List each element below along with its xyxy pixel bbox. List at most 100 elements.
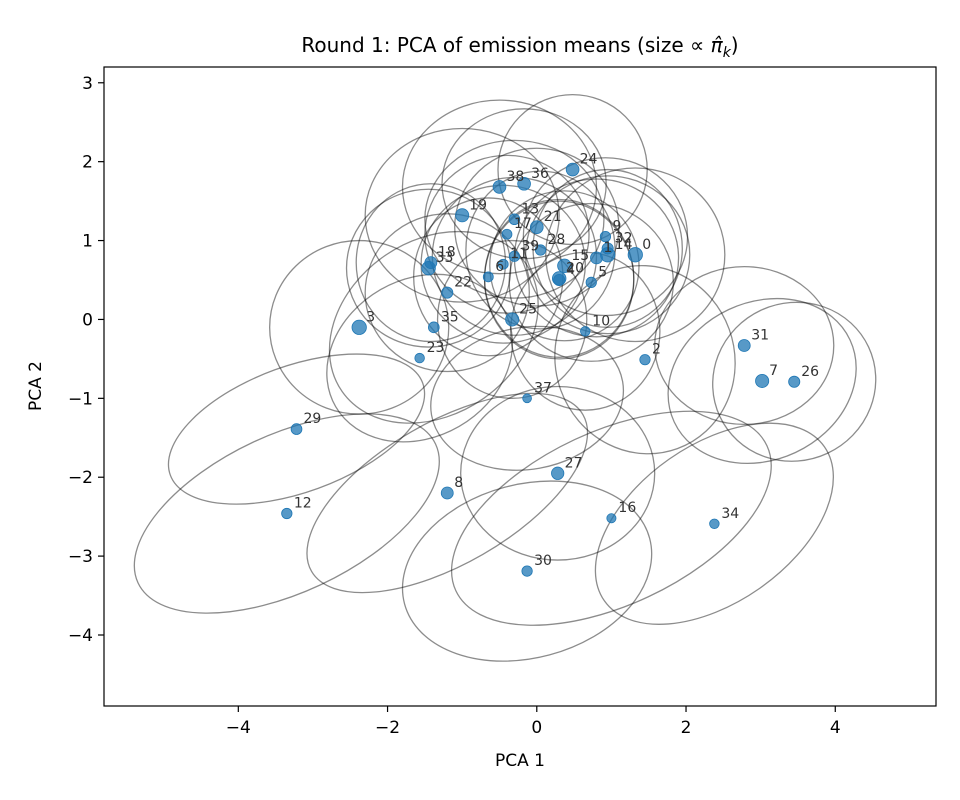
chart-title: Round 1: PCA of emission means (size ∝ π… [301, 33, 738, 61]
point-label-25: 25 [519, 301, 537, 317]
point-label-19: 19 [469, 197, 487, 213]
component-ellipse-21 [454, 147, 620, 307]
data-point-37 [522, 393, 532, 404]
point-layer [281, 162, 801, 577]
component-ellipse-8 [306, 392, 589, 594]
data-point-24 [565, 162, 580, 177]
point-label-29: 29 [304, 411, 322, 427]
x-tick-label: −2 [375, 718, 400, 738]
point-label-18: 18 [438, 245, 456, 261]
point-label-3: 3 [366, 309, 375, 325]
point-label-4: 4 [566, 262, 575, 278]
data-point-31 [737, 339, 751, 352]
component-ellipse-14 [524, 175, 691, 335]
data-point-34 [709, 518, 720, 529]
data-point-39 [508, 250, 521, 262]
component-ellipse-13 [424, 139, 605, 299]
data-point-32 [601, 242, 614, 255]
data-point-19 [455, 208, 470, 223]
data-point-26 [788, 375, 801, 388]
component-ellipse-19 [364, 127, 560, 303]
point-label-22: 22 [454, 275, 472, 291]
data-point-30 [521, 565, 533, 577]
point-label-39: 39 [521, 238, 539, 254]
component-ellipse-33 [345, 188, 512, 348]
point-label-27: 27 [565, 455, 583, 471]
point-label-32: 32 [615, 230, 633, 246]
point-label-33: 33 [436, 250, 454, 266]
component-ellipse-32 [532, 168, 683, 328]
data-point-35 [428, 321, 440, 334]
point-label-7: 7 [769, 363, 778, 379]
x-axis-ticks: −4 −2 0 2 4 [226, 706, 841, 738]
component-ellipse-34 [594, 422, 834, 625]
point-label-37: 37 [534, 380, 552, 396]
component-ellipse-25 [436, 239, 588, 399]
component-ellipse-35 [328, 230, 539, 424]
component-ellipse-28 [465, 170, 616, 330]
data-point-21 [529, 220, 544, 234]
x-tick-label: 4 [830, 718, 841, 738]
component-ellipse-5 [508, 202, 674, 362]
x-axis-label: PCA 1 [495, 751, 545, 771]
y-tick-label: 2 [82, 153, 93, 173]
y-tick-label: −3 [68, 547, 93, 567]
data-point-0 [627, 247, 643, 263]
data-point-20 [551, 271, 567, 286]
component-ellipse-30 [401, 480, 653, 662]
data-point-29 [290, 423, 303, 435]
data-point-2 [639, 354, 651, 366]
component-ellipse-3 [269, 239, 450, 415]
component-ellipse-15 [489, 190, 640, 342]
data-point-6 [482, 271, 494, 283]
chart-title-sub: k [723, 45, 732, 61]
component-ellipse-36 [441, 108, 607, 260]
point-label-13: 13 [521, 201, 539, 217]
data-point-10 [580, 326, 591, 337]
chart-title-close: ) [731, 33, 739, 57]
component-ellipse-24 [497, 93, 648, 246]
point-label-12: 12 [294, 496, 312, 512]
component-ellipse-10 [510, 251, 661, 411]
data-point-9 [599, 231, 612, 243]
y-tick-label: −2 [68, 468, 93, 488]
data-point-8 [440, 486, 454, 500]
point-label-9: 9 [612, 219, 621, 235]
point-label-21: 21 [544, 209, 562, 225]
point-label-36: 36 [531, 166, 549, 182]
component-ellipse-2 [554, 264, 736, 455]
data-point-17 [501, 228, 513, 240]
x-tick-label: −4 [226, 718, 251, 738]
point-label-30: 30 [534, 553, 552, 569]
point-label-24: 24 [580, 152, 598, 168]
point-label-38: 38 [506, 169, 524, 185]
component-ellipse-17 [424, 154, 590, 314]
component-ellipse-23 [326, 273, 514, 443]
y-tick-label: 0 [82, 310, 93, 330]
data-point-12 [281, 507, 293, 520]
data-point-3 [351, 319, 367, 335]
point-label-2: 2 [652, 342, 661, 358]
data-point-25 [505, 312, 520, 327]
component-ellipse-37 [430, 325, 625, 471]
y-axis-ticks: 3 2 1 0 −1 −2 −3 −4 [68, 74, 104, 646]
point-label-6: 6 [495, 259, 504, 275]
component-ellipse-38 [401, 99, 598, 275]
data-point-5 [585, 276, 597, 288]
x-tick-label: 0 [531, 718, 542, 738]
x-tick-label: 2 [681, 718, 692, 738]
point-label-14: 14 [615, 237, 633, 253]
component-ellipse-16 [450, 410, 772, 626]
data-point-22 [441, 286, 454, 299]
component-ellipse-12 [133, 413, 440, 614]
data-point-38 [492, 180, 507, 194]
point-label-11: 11 [510, 246, 528, 262]
data-point-36 [517, 176, 531, 191]
data-point-13 [508, 213, 521, 226]
plot-frame [103, 66, 937, 707]
ellipse-layer [133, 93, 877, 662]
chart-title-pi: π̂ [711, 33, 724, 57]
